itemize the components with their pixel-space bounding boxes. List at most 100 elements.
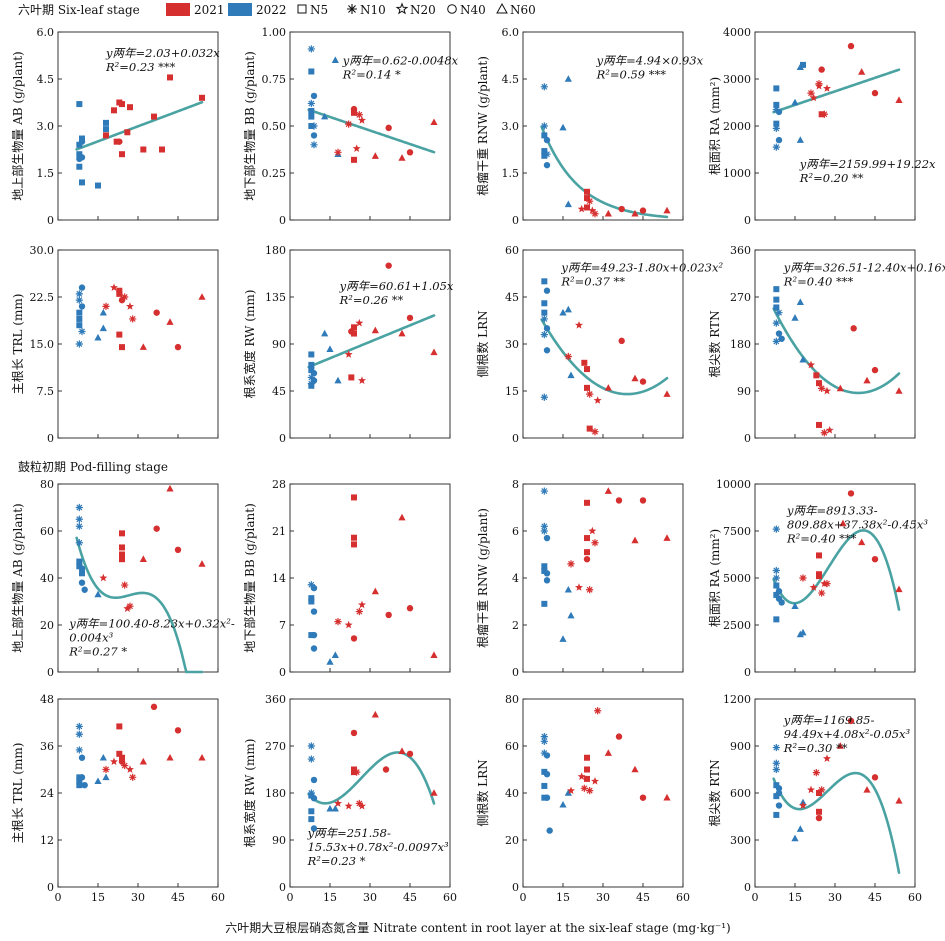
marker-asterisk xyxy=(594,707,602,715)
marker-asterisk xyxy=(818,786,826,794)
legend-marker-circle xyxy=(447,4,457,14)
marker-square xyxy=(116,287,123,294)
marker-square xyxy=(773,85,780,92)
marker-star xyxy=(823,386,831,395)
marker-square xyxy=(773,582,780,589)
marker-square xyxy=(351,494,357,501)
marker-star xyxy=(591,777,599,785)
marker-triangle xyxy=(334,376,342,384)
marker-square xyxy=(586,425,593,432)
y-tick-label: 4000 xyxy=(723,26,751,39)
y-tick-label: 900 xyxy=(730,740,751,753)
marker-triangle xyxy=(895,585,903,593)
marker-star xyxy=(352,144,361,152)
marker-star xyxy=(344,620,353,629)
marker-star xyxy=(807,360,815,369)
marker-square xyxy=(308,382,315,389)
marker-asterisk xyxy=(75,722,83,731)
regression-equation: y两年=1169.85- xyxy=(783,713,875,727)
marker-asterisk xyxy=(591,428,599,436)
y-tick-label: 0 xyxy=(512,666,519,679)
marker-asterisk xyxy=(78,327,86,336)
marker-square xyxy=(308,123,315,129)
marker-square xyxy=(816,421,822,428)
y-axis-label: 根尖数 RTN xyxy=(707,310,722,377)
marker-circle xyxy=(543,325,551,332)
marker-triangle xyxy=(99,308,107,316)
marker-asterisk xyxy=(772,124,780,132)
y-tick-label: 1.00 xyxy=(262,26,287,39)
marker-square xyxy=(119,754,125,761)
marker-triangle xyxy=(139,343,147,350)
marker-square xyxy=(773,782,780,789)
regression-equation: 15.53x+0.78x²-0.0097x³ xyxy=(308,840,449,854)
marker-star xyxy=(110,757,118,766)
marker-circle xyxy=(615,497,623,504)
y-tick-label: 1000 xyxy=(723,167,751,180)
y-tick-label: 135 xyxy=(265,291,286,304)
marker-star xyxy=(99,573,108,582)
marker-square xyxy=(79,179,85,186)
marker-triangle xyxy=(863,376,871,384)
y-tick-label: 8 xyxy=(512,478,519,491)
regression-equation: y两年=8913.33- xyxy=(786,504,878,518)
marker-square xyxy=(116,750,123,757)
x-tick-label: 30 xyxy=(596,891,610,904)
marker-triangle xyxy=(663,206,671,214)
marker-asterisk xyxy=(75,746,83,754)
marker-triangle xyxy=(371,152,379,159)
marker-circle xyxy=(618,205,625,213)
x-tick-label: 15 xyxy=(91,891,105,904)
regression-equation: y两年=0.62-0.0048x xyxy=(342,54,459,68)
marker-square xyxy=(541,309,548,316)
y-axis-label: 侧根数 LRN xyxy=(475,759,490,826)
y-tick-label: 0 xyxy=(744,666,751,679)
marker-square xyxy=(773,120,780,127)
x-tick-label: 60 xyxy=(211,891,225,904)
y-tick-label: 270 xyxy=(265,740,286,753)
marker-square xyxy=(541,563,548,570)
marker-star xyxy=(577,204,586,213)
marker-square xyxy=(773,296,780,303)
regression-equation: y两年=49.23-1.80x+0.023x² xyxy=(560,260,723,274)
marker-square xyxy=(816,790,822,796)
y-tick-label: 0 xyxy=(279,666,286,679)
marker-asterisk xyxy=(586,586,594,594)
regression-equation: y两年=100.40-8.23x+0.32x²- xyxy=(68,616,235,630)
panel-pod-RW: 0 90 180 270 360 0 15 30 45 60 根系宽度 RW (mm) y两年=251… xyxy=(242,693,457,904)
panel-six-RNW: 0 1.5 3.0 4.5 6.0 根瘤干重 RNW (g/plant) y两年=4.94×… xyxy=(475,26,704,227)
marker-triangle xyxy=(102,773,110,781)
legend-label-2022: 2022 xyxy=(256,3,287,17)
marker-square xyxy=(308,595,315,602)
marker-star xyxy=(825,425,834,434)
marker-asterisk xyxy=(772,525,780,533)
marker-square xyxy=(541,567,548,574)
y-tick-label: 2 xyxy=(512,619,519,632)
marker-triangle xyxy=(895,387,903,394)
marker-asterisk xyxy=(102,302,110,310)
marker-star xyxy=(567,786,575,795)
y-tick-label: 90 xyxy=(272,338,286,351)
marker-asterisk xyxy=(772,143,780,151)
y-tick-label: 90 xyxy=(272,834,286,847)
y-tick-label: 300 xyxy=(730,834,751,847)
marker-triangle xyxy=(326,658,334,665)
marker-square xyxy=(308,808,315,815)
marker-triangle xyxy=(604,209,612,217)
marker-circle xyxy=(174,727,182,734)
marker-circle xyxy=(310,92,318,100)
marker-circle xyxy=(778,599,785,606)
marker-triangle xyxy=(858,68,866,75)
marker-asterisk xyxy=(799,574,807,582)
marker-asterisk xyxy=(75,340,83,348)
marker-circle xyxy=(350,729,358,737)
y-axis-label: 地上部生物量 AB (g/plant) xyxy=(10,503,25,652)
marker-triangle xyxy=(564,789,572,796)
y-tick-label: 60 xyxy=(505,244,519,257)
fit-curve xyxy=(307,751,436,805)
marker-triangle xyxy=(430,348,438,356)
marker-square xyxy=(79,570,85,577)
y-tick-label: 3.0 xyxy=(502,120,520,133)
marker-circle xyxy=(81,781,88,789)
marker-circle xyxy=(350,635,358,642)
